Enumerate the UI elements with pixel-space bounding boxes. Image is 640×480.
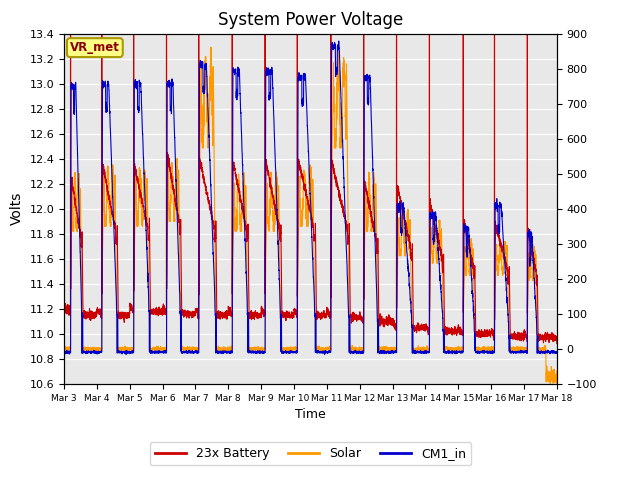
- CM1_in: [527, 231, 534, 237]
- Line: Solar: Solar: [64, 47, 557, 385]
- Line: 23x Battery: 23x Battery: [64, 0, 557, 344]
- 23x Battery: [249, 310, 257, 316]
- CM1_in: [508, 349, 515, 355]
- Solar: [207, 44, 214, 50]
- CM1_in: [249, 348, 257, 354]
- CM1_in: [553, 349, 561, 355]
- Title: System Power Voltage: System Power Voltage: [218, 11, 403, 29]
- Line: CM1_in: CM1_in: [64, 41, 557, 354]
- Text: VR_met: VR_met: [70, 41, 120, 54]
- CM1_in: [335, 38, 342, 44]
- 23x Battery: [119, 313, 127, 319]
- Solar: [505, 336, 513, 341]
- Solar: [119, 346, 127, 351]
- Solar: [553, 368, 561, 374]
- Solar: [527, 250, 534, 255]
- CM1_in: [369, 154, 376, 159]
- 23x Battery: [369, 221, 376, 227]
- CM1_in: [122, 351, 130, 357]
- CM1_in: [506, 335, 513, 340]
- 23x Battery: [60, 303, 68, 309]
- CM1_in: [119, 349, 127, 355]
- Solar: [508, 346, 515, 352]
- Solar: [249, 345, 257, 351]
- Legend: 23x Battery, Solar, CM1_in: 23x Battery, Solar, CM1_in: [150, 443, 471, 465]
- Y-axis label: Volts: Volts: [10, 192, 24, 226]
- 23x Battery: [553, 341, 561, 347]
- 23x Battery: [505, 277, 513, 283]
- 23x Battery: [508, 333, 515, 339]
- CM1_in: [60, 350, 68, 356]
- X-axis label: Time: Time: [295, 408, 326, 421]
- Solar: [60, 346, 68, 351]
- 23x Battery: [527, 240, 534, 245]
- Solar: [369, 192, 376, 197]
- Solar: [547, 382, 554, 388]
